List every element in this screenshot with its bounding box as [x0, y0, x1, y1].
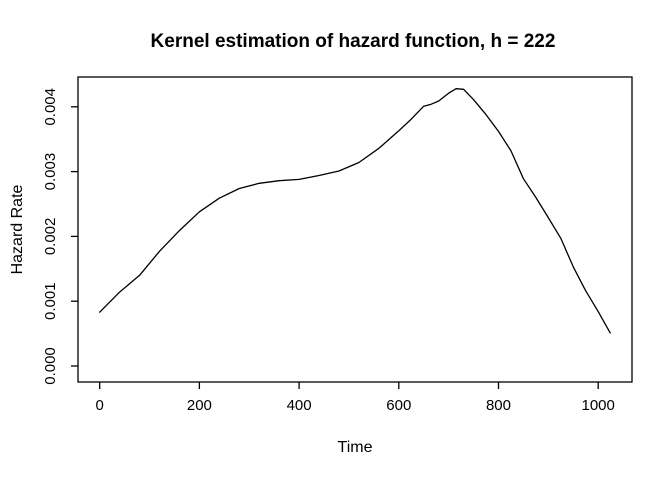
x-tick-label: 600: [386, 397, 411, 414]
hazard-curve: [99, 88, 611, 334]
y-tick-label: 0.001: [42, 282, 59, 320]
y-tick-label: 0.003: [42, 153, 59, 191]
x-axis-ticks: 0 200 400 600 800 1000: [96, 382, 615, 414]
x-axis-label: Time: [338, 439, 373, 456]
y-axis-ticks: 0.000 0.001 0.002 0.003 0.004: [42, 88, 78, 385]
y-tick-label: 0.004: [42, 88, 59, 126]
x-tick-label: 800: [486, 397, 511, 414]
x-tick-label: 0: [96, 397, 104, 414]
y-tick-label: 0.000: [42, 347, 59, 385]
y-axis-label: Hazard Rate: [9, 184, 26, 274]
y-tick-label: 0.002: [42, 218, 59, 256]
x-tick-label: 1000: [582, 397, 615, 414]
plot-box: [77, 76, 633, 383]
x-tick-label: 400: [287, 397, 312, 414]
x-tick-label: 200: [187, 397, 212, 414]
chart-title: Kernel estimation of hazard function, h …: [151, 31, 556, 52]
